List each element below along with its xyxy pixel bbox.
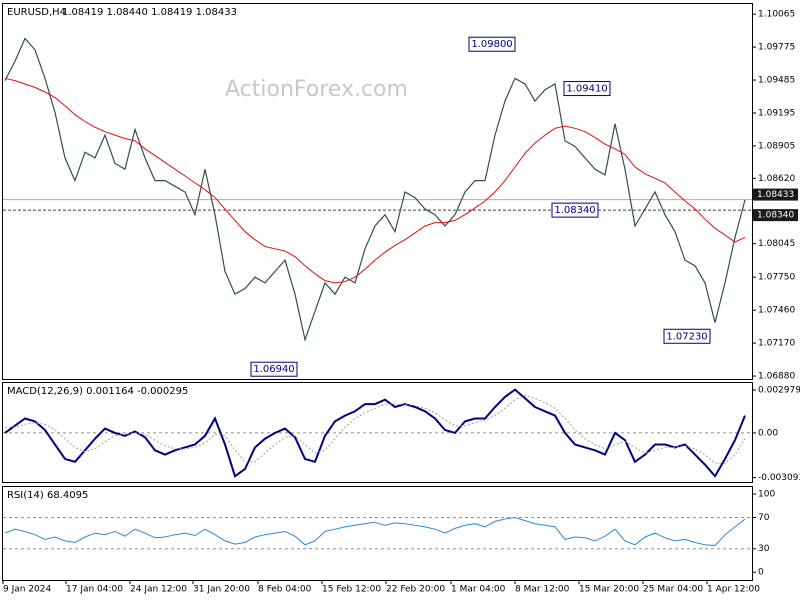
y-tick-label: 0.002979 <box>758 385 800 395</box>
annotation-box <box>563 81 611 97</box>
price-tag <box>753 188 798 201</box>
annotation-label: 1.09800 <box>471 39 512 50</box>
y-tick-label: 1.09775 <box>758 43 795 53</box>
y-tick-label: 1.08620 <box>758 174 795 184</box>
y-tick-label: 1.07170 <box>758 339 795 349</box>
annotation-label: 1.09410 <box>566 84 607 95</box>
panel-title: MACD(12,26,9) 0.001164 -0.000295 <box>7 386 188 397</box>
y-tick-label: 0 <box>758 568 764 578</box>
series-line <box>4 37 746 342</box>
x-tick-label: 1 Apr 12:00 <box>707 585 760 595</box>
series-line <box>5 394 746 464</box>
price-tag <box>753 209 798 222</box>
annotation-box <box>250 361 298 377</box>
annotation-box <box>468 36 516 52</box>
series-line <box>4 516 746 547</box>
y-tick-label: 0.00 <box>758 428 778 438</box>
x-tick-label: 22 Feb 20:00 <box>386 585 445 595</box>
y-tick-label: 1.09485 <box>758 76 795 86</box>
x-tick-label: 31 Jan 20:00 <box>193 585 250 595</box>
series-line <box>4 77 746 284</box>
y-tick-label: 1.07460 <box>758 306 795 316</box>
panel-subtitle: 1.08419 1.08440 1.08419 1.08433 <box>62 7 237 18</box>
y-tick-label: 1.08905 <box>758 141 795 151</box>
y-tick-label: 1.07750 <box>758 273 795 283</box>
x-tick-label: 24 Jan 12:00 <box>130 585 187 595</box>
y-tick-label: 30 <box>758 544 770 554</box>
x-tick-label: 15 Feb 12:00 <box>322 585 381 595</box>
y-tick-label: 100 <box>758 490 775 500</box>
price-tag-label: 1.08340 <box>757 211 794 221</box>
x-tick-label: 25 Mar 04:00 <box>643 585 703 595</box>
x-tick-label: 15 Mar 20:00 <box>579 585 639 595</box>
panel-title: EURUSD,H4 <box>7 7 66 18</box>
x-tick-label: 17 Jan 04:00 <box>66 585 123 595</box>
annotation-label: 1.06940 <box>253 364 294 375</box>
y-tick-label: 1.08045 <box>758 239 795 249</box>
x-tick-label: 8 Feb 04:00 <box>258 585 312 595</box>
y-tick-label: -0.003093 <box>758 473 800 483</box>
x-tick-label: 8 Mar 12:00 <box>515 585 570 595</box>
price-tag-label: 1.08433 <box>757 190 794 200</box>
x-tick-label: 9 Jan 2024 <box>3 585 51 595</box>
x-tick-label: 1 Mar 04:00 <box>451 585 506 595</box>
y-tick-label: 1.09195 <box>758 108 795 118</box>
price-panel <box>2 3 753 380</box>
annotation-box <box>551 202 599 218</box>
annotation-box <box>663 328 711 344</box>
y-tick-label: 1.10065 <box>758 10 795 20</box>
panel-title: RSI(14) 68.4095 <box>7 490 88 501</box>
y-tick-label: 70 <box>758 513 770 523</box>
annotation-label: 1.07230 <box>666 331 707 342</box>
y-tick-label: 1.06880 <box>758 372 795 382</box>
watermark: ActionForex.com <box>225 77 408 102</box>
rsi-panel <box>2 486 753 581</box>
annotation-label: 1.08340 <box>554 205 595 216</box>
